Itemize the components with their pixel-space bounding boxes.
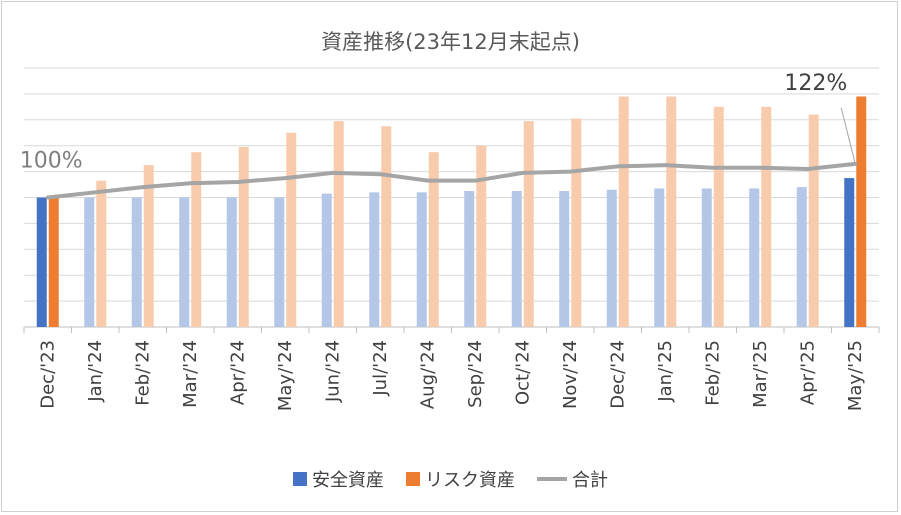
x-tick-label: Jul/'24: [370, 340, 391, 397]
chart-title: 資産推移(23年12月末起点): [321, 30, 580, 54]
x-tick-label: Aug/'24: [417, 340, 438, 409]
x-tick-label: Mar/'25: [750, 340, 771, 408]
bar-safe-assets: [36, 197, 47, 327]
bar-risk-assets: [333, 121, 344, 327]
bar-risk-assets: [381, 126, 392, 328]
x-tick-label: Oct/'24: [512, 340, 533, 405]
legend-label-safe-assets: 安全資産: [312, 470, 384, 491]
legend-swatch-safe-assets: [293, 472, 307, 486]
bar-risk-assets: [238, 146, 249, 327]
bar-safe-assets: [559, 191, 570, 327]
bar-safe-assets: [226, 197, 237, 327]
bar-risk-assets: [428, 152, 439, 327]
bar-risk-assets: [96, 180, 107, 327]
x-tick-label: Dec/'24: [607, 340, 628, 409]
legend-label-risk-assets: リスク資産: [425, 470, 515, 491]
bar-safe-assets: [654, 188, 665, 327]
bar-safe-assets: [321, 193, 332, 327]
bar-risk-assets: [713, 106, 724, 327]
bar-risk-assets: [476, 145, 487, 327]
bar-risk-assets: [48, 197, 59, 327]
legend-item-total: 合計: [537, 466, 608, 492]
bar-risk-assets: [856, 96, 867, 328]
bar-risk-assets: [808, 114, 819, 328]
bar-safe-assets: [606, 189, 617, 327]
x-tick-label: Apr/'25: [797, 340, 818, 405]
legend-item-safe-assets: 安全資産: [293, 466, 384, 492]
x-tick-label: May/'24: [275, 340, 296, 411]
legend-swatch-total: [537, 477, 567, 481]
x-tick-label: Sep/'24: [465, 340, 486, 408]
x-tick-label: Jan/'24: [85, 340, 106, 403]
bar-safe-assets: [131, 197, 142, 327]
bar-safe-assets: [416, 192, 427, 327]
bar-risk-assets: [143, 165, 154, 327]
bar-risk-assets: [618, 96, 629, 328]
x-tick-label: Jun/'24: [322, 340, 343, 403]
annotation-leader: [840, 107, 856, 164]
x-tick-label: Jan/'25: [655, 340, 676, 403]
bar-safe-assets: [844, 178, 855, 327]
x-tick-label: Apr/'24: [227, 340, 248, 405]
x-tick-label: Feb/'25: [702, 340, 723, 406]
bar-safe-assets: [796, 187, 807, 327]
legend-item-risk-assets: リスク資産: [406, 466, 515, 492]
bar-risk-assets: [523, 121, 534, 327]
annotation-label: 100%: [20, 149, 83, 174]
legend-swatch-risk-assets: [406, 472, 420, 486]
x-tick-label: Dec/'23: [37, 340, 58, 409]
line-total: [45, 161, 858, 200]
bar-risk-assets: [286, 132, 297, 327]
annotation-label: 122%: [784, 71, 847, 96]
bar-risk-assets: [666, 96, 677, 328]
bar-risk-assets: [571, 118, 582, 327]
x-tick-label: Nov/'24: [560, 340, 581, 409]
bar-safe-assets: [749, 188, 760, 327]
bar-safe-assets: [369, 192, 380, 327]
chart-legend: 安全資産 リスク資産 合計: [0, 466, 901, 492]
bar-risk-assets: [761, 106, 772, 327]
bar-risk-assets: [191, 152, 202, 327]
bar-safe-assets: [274, 197, 285, 327]
legend-label-total: 合計: [572, 470, 608, 491]
x-tick-label: May/'25: [845, 340, 866, 411]
bar-safe-assets: [511, 191, 522, 327]
x-tick-label: Mar/'24: [180, 340, 201, 408]
bar-safe-assets: [84, 197, 95, 327]
bar-safe-assets: [179, 197, 190, 327]
bar-safe-assets: [701, 188, 712, 327]
bar-safe-assets: [464, 191, 475, 327]
x-tick-label: Feb/'24: [132, 340, 153, 406]
